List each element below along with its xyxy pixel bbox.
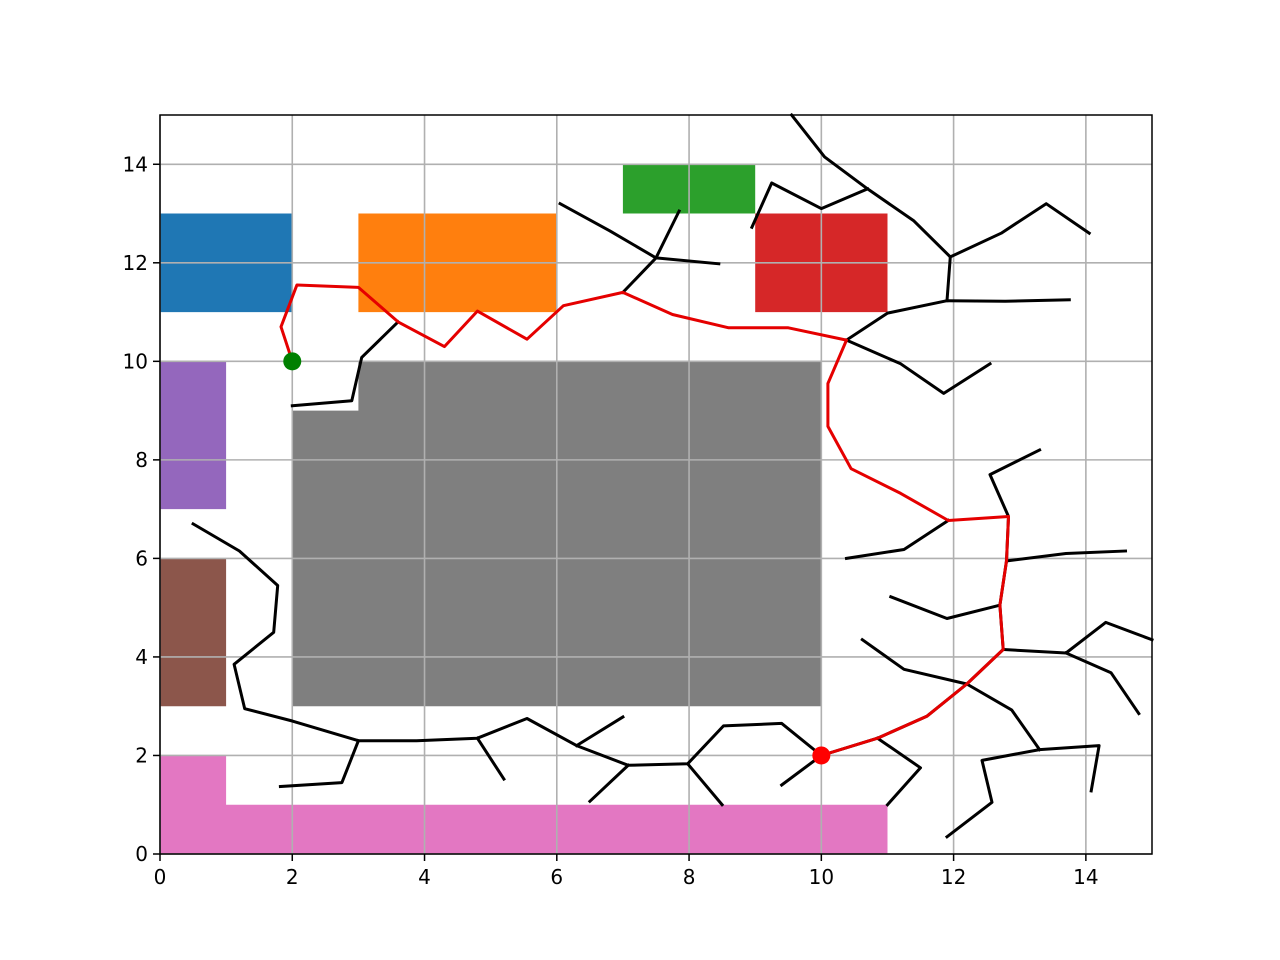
obstacle-pink	[160, 755, 888, 854]
solution-path	[279, 283, 1010, 757]
y-tick-label: 8	[135, 448, 148, 472]
tree-edge	[749, 181, 870, 230]
x-tick-label: 10	[809, 865, 834, 889]
tree-edge	[587, 763, 631, 804]
y-tick-label: 4	[135, 645, 148, 669]
tree-edge	[844, 338, 993, 395]
x-tick-label: 6	[550, 865, 563, 889]
markers-layer	[283, 352, 831, 765]
y-tick-label: 2	[135, 743, 148, 767]
obstacle-brown	[160, 558, 227, 707]
ticks-layer: 0 2 4 6 8 10 12 14 0 2 4 6 8 10 12 14	[123, 152, 1099, 889]
x-tick-label: 8	[683, 865, 696, 889]
y-tick-label: 12	[123, 251, 148, 275]
x-tick-label: 12	[941, 865, 966, 889]
axes-frame	[159, 114, 1153, 855]
goal-marker	[812, 746, 831, 765]
tree-edge	[574, 714, 625, 748]
x-tick-label: 14	[1073, 865, 1098, 889]
start-marker	[283, 352, 302, 371]
tree-edge	[888, 594, 1002, 620]
x-tick-label: 0	[154, 865, 167, 889]
path-layer	[279, 283, 1010, 757]
x-tick-label: 4	[418, 865, 431, 889]
tree-edge	[944, 744, 1101, 839]
tree-edge	[875, 736, 922, 807]
y-tick-label: 10	[123, 349, 148, 373]
tree-edge	[475, 736, 506, 782]
tree-edge	[278, 738, 361, 789]
y-tick-label: 0	[135, 842, 148, 866]
tree-edge	[558, 201, 721, 266]
x-tick-label: 2	[286, 865, 299, 889]
y-tick-label: 14	[123, 152, 148, 176]
tree-edge	[844, 518, 951, 561]
tree-edge	[290, 319, 401, 408]
tree-edge	[1004, 549, 1128, 563]
obstacle-purple	[160, 361, 227, 510]
tree-edge	[1064, 651, 1141, 716]
tree-edge	[945, 202, 1092, 303]
y-tick-label: 6	[135, 546, 148, 570]
tree-edge	[685, 761, 725, 807]
tree-edge	[1001, 620, 1154, 655]
